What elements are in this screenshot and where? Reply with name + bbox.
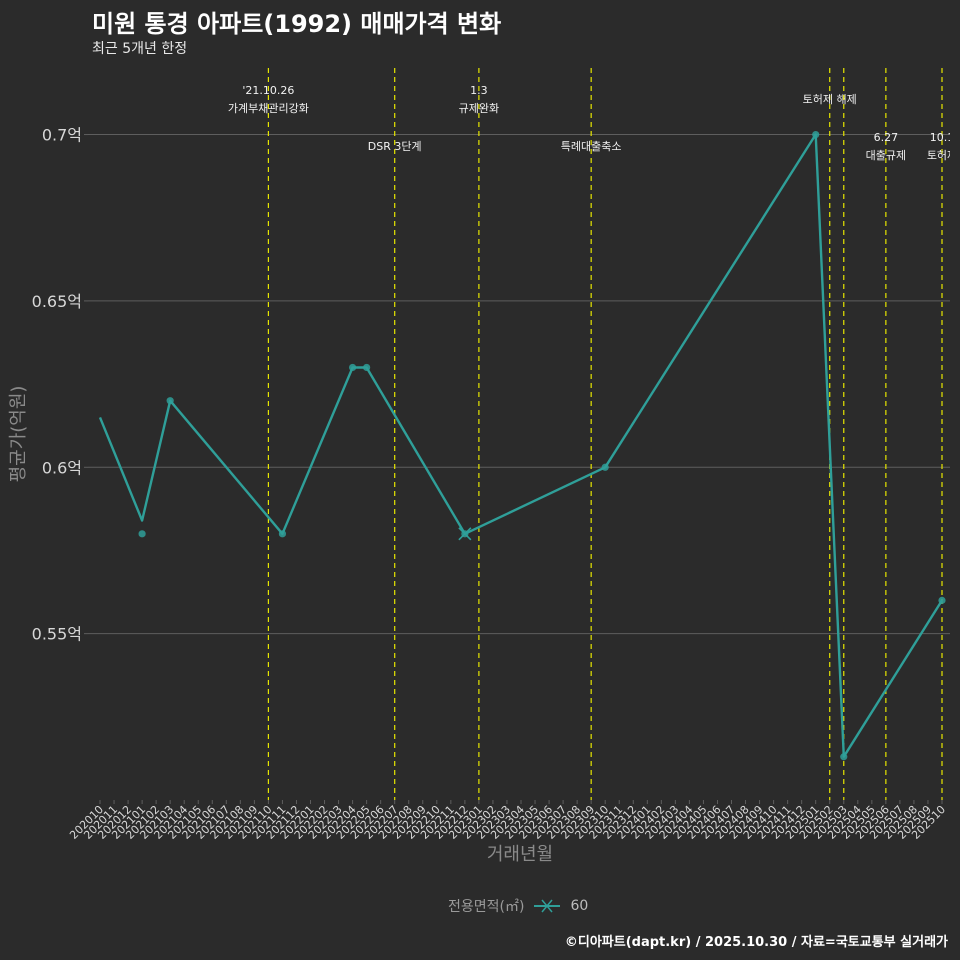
data-point-cross-marker bbox=[458, 527, 472, 541]
series-line-60 bbox=[98, 133, 944, 758]
data-point bbox=[278, 530, 287, 538]
legend: 전용면적(㎡) 60 bbox=[448, 896, 588, 916]
x-axis-ticks: 2020102020112020122021012021022021032021… bbox=[67, 800, 948, 842]
event-label: '21.10.26 bbox=[242, 84, 294, 97]
event-label: 대출규제 bbox=[866, 149, 906, 162]
data-point bbox=[601, 463, 609, 471]
event-label: 토허제 bbox=[927, 149, 957, 162]
event-label: 규제완화 bbox=[459, 102, 499, 115]
legend-line-marker-icon bbox=[534, 899, 561, 913]
data-point bbox=[938, 596, 946, 604]
legend-label: 60 bbox=[570, 898, 589, 914]
grid-layer bbox=[88, 134, 950, 635]
x-axis-title: 거래년월 bbox=[487, 844, 553, 865]
event-label: DSR 3단계 bbox=[368, 140, 422, 153]
chart-title: 미원 통경 아파트(1992) 매매가격 변화 bbox=[92, 10, 502, 38]
y-axis-ticks: 0.55억 0.6억 0.65억 0.7억 bbox=[32, 126, 88, 644]
event-label: 1.3 bbox=[470, 84, 488, 97]
series-layer bbox=[98, 130, 946, 761]
event-label: 가계부채관리강화 bbox=[228, 102, 309, 115]
source-caption: ©디아파트(dapt.kr) / 2025.10.30 / 자료=국토교통부 실… bbox=[564, 935, 948, 950]
data-point bbox=[812, 130, 820, 139]
y-tick-label: 0.7억 bbox=[42, 126, 82, 145]
legend-title: 전용면적(㎡) bbox=[448, 899, 525, 915]
data-point bbox=[138, 530, 146, 538]
event-label: 10.1 bbox=[930, 131, 955, 144]
y-tick-label: 0.65억 bbox=[32, 292, 82, 311]
y-tick-label: 0.6억 bbox=[42, 458, 82, 477]
y-tick-label: 0.55억 bbox=[32, 625, 82, 644]
chart-subtitle: 최근 5개년 한정 bbox=[92, 41, 188, 57]
event-label: 특례대출축소 bbox=[561, 140, 622, 153]
y-axis-title: 평균가(억원) bbox=[8, 386, 29, 483]
data-point bbox=[840, 753, 848, 761]
data-point bbox=[363, 363, 371, 372]
data-point bbox=[349, 363, 357, 372]
event-label: 6.27 bbox=[874, 131, 899, 144]
event-label: 토허제 해제 bbox=[803, 92, 857, 106]
data-point bbox=[166, 397, 174, 405]
